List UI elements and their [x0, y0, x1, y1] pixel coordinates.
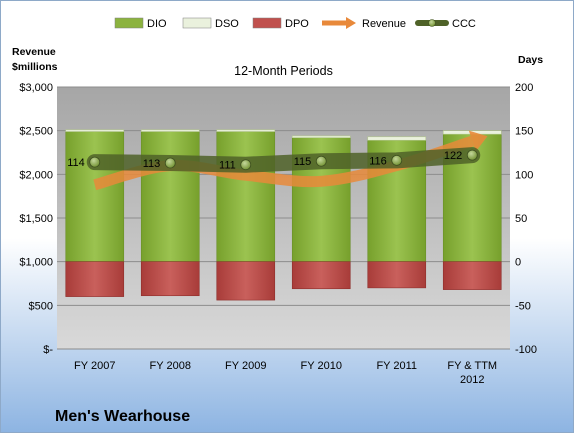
- ccc-data-label: 111: [219, 160, 236, 172]
- ccc-data-label: 113: [143, 158, 161, 170]
- ccc-point: [315, 155, 327, 167]
- ccc-point: [391, 154, 403, 166]
- ccc-data-label: 116: [369, 155, 387, 167]
- ccc-point: [466, 149, 478, 161]
- ccc-point: [240, 159, 252, 171]
- ccc-data-label: 114: [67, 157, 85, 169]
- left-tick-label: $3,000: [19, 82, 53, 94]
- dio-bar: [140, 131, 200, 262]
- right-tick-label: 100: [515, 169, 533, 181]
- chart-subtitle: 12-Month Periods: [234, 64, 333, 78]
- legend-swatch-dso: [182, 17, 212, 29]
- legend-label-dio: DIO: [147, 18, 167, 30]
- left-axis-ticks: $- $500 $1,000 $1,500 $2,000 $2,500 $3,000: [19, 82, 53, 356]
- x-axis-ticks: FY 2007 FY 2008 FY 2009 FY 2010 FY 2011 FY & …: [74, 360, 497, 386]
- x-tick-label: FY 2011: [376, 360, 417, 372]
- dso-bar: [65, 129, 125, 132]
- dpo-bar: [140, 261, 200, 297]
- right-tick-label: 200: [515, 82, 533, 94]
- x-tick-label: FY 2009: [225, 360, 266, 372]
- x-tick-label: FY 2008: [150, 360, 191, 372]
- legend: DIO DSO DPO Revenue CCC: [114, 17, 476, 30]
- revenue-legend-arrow: [346, 17, 356, 29]
- right-axis-ticks: -100 -50 0 50 100 150 200: [515, 82, 537, 356]
- legend-swatch-dio: [114, 17, 144, 29]
- ccc-data-label: 115: [294, 156, 312, 168]
- left-tick-label: $1,500: [19, 213, 53, 225]
- dpo-bar: [442, 261, 502, 290]
- dpo-bar: [291, 261, 351, 290]
- right-tick-label: 0: [515, 257, 521, 269]
- legend-label-dpo: DPO: [285, 18, 309, 30]
- revenue-arrowhead: [468, 130, 488, 152]
- dpo-bar: [65, 261, 125, 297]
- ccc-data-label: 122: [444, 150, 462, 162]
- right-tick-label: 50: [515, 213, 527, 225]
- dpo-bar: [367, 261, 427, 289]
- ccc-line: [86, 147, 481, 173]
- ccc-series: 114 113 111 115 116 122: [67, 147, 481, 173]
- company-name: Men's Wearhouse: [55, 408, 190, 425]
- left-tick-label: $-: [43, 344, 53, 356]
- ccc-point: [164, 157, 176, 169]
- dso-bar: [140, 129, 200, 132]
- dpo-bar: [216, 261, 276, 301]
- x-tick-label: 2012: [460, 374, 484, 386]
- left-tick-label: $500: [29, 300, 53, 312]
- legend-swatch-dpo: [252, 17, 282, 29]
- left-axis-title-line-1: Revenue: [12, 46, 56, 58]
- right-tick-label: 150: [515, 126, 533, 138]
- x-tick-label: FY 2010: [301, 360, 342, 372]
- legend-label-dso: DSO: [215, 18, 239, 30]
- ccc-point: [89, 156, 101, 168]
- dso-bar: [367, 136, 427, 141]
- dso-bar: [291, 135, 351, 138]
- dio-bar: [216, 131, 276, 262]
- left-axis-title-line-2: $millions: [12, 61, 58, 73]
- left-tick-label: $2,500: [19, 126, 53, 138]
- x-tick-label: FY 2007: [74, 360, 115, 372]
- left-tick-label: $2,000: [19, 169, 53, 181]
- right-axis-title: Days: [518, 54, 543, 66]
- right-tick-label: -50: [515, 300, 531, 312]
- left-tick-label: $1,000: [19, 257, 53, 269]
- ccc-legend-dot: [428, 19, 436, 27]
- legend-label-revenue: Revenue: [362, 18, 406, 30]
- x-tick-label: FY & TTM: [447, 360, 497, 372]
- right-tick-label: -100: [515, 344, 537, 356]
- dio-bar: [65, 131, 125, 262]
- dso-bar: [216, 129, 276, 132]
- legend-label-ccc: CCC: [452, 18, 476, 30]
